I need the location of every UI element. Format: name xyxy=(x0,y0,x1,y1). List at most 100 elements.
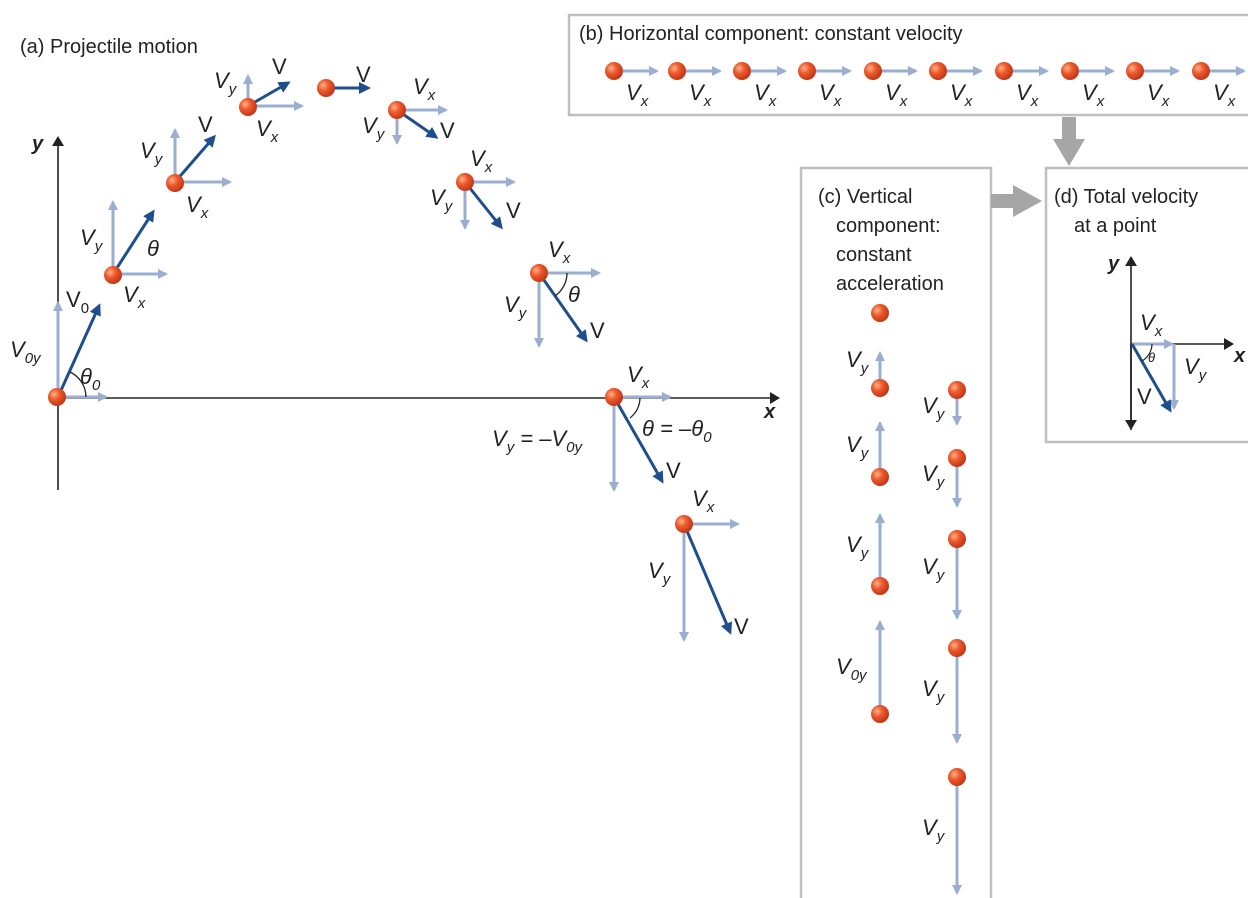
vx-label: Vx xyxy=(626,80,649,110)
y-axis-label: y xyxy=(1107,253,1120,275)
ball xyxy=(929,62,947,80)
falling-item-2: Vy xyxy=(922,449,966,508)
ball xyxy=(668,62,686,80)
trajectory-point-1: Vy Vx θ xyxy=(80,200,168,312)
vy-label: Vy xyxy=(504,292,528,322)
theta0-arc xyxy=(69,371,87,398)
ball xyxy=(948,530,966,548)
vx-label: Vx xyxy=(692,486,715,516)
panel-d-title-line-1: (d) Total velocity xyxy=(1054,186,1198,208)
ball xyxy=(733,62,751,80)
theta-arc xyxy=(1141,343,1153,362)
launch-point: V0 V0y θ0 xyxy=(10,287,108,406)
vx-label: Vx xyxy=(627,362,650,392)
vx-label: Vx xyxy=(1147,80,1170,110)
horizontal-item-2: Vx xyxy=(668,62,722,110)
panel-a-title: (a) Projectile motion xyxy=(20,36,198,58)
panel-c-vertical-component: (c) Vertical component: constant acceler… xyxy=(799,166,993,898)
ball xyxy=(48,388,66,406)
connector-b-to-d xyxy=(1053,117,1085,166)
v0y-label: V0y xyxy=(10,337,42,367)
trajectory-point-landing: Vx Vy = –V0y θ = –θ0 V xyxy=(492,362,712,492)
ball xyxy=(530,264,548,282)
falling-item-4: Vy xyxy=(922,639,966,744)
vx-label: Vx xyxy=(548,237,571,267)
ball xyxy=(871,577,889,595)
ball xyxy=(871,705,889,723)
rising-item-launch: V0y xyxy=(836,620,889,723)
vx-label: Vx xyxy=(950,80,973,110)
v-arrow xyxy=(1130,343,1172,413)
v-label: V xyxy=(1137,384,1152,409)
panel-d-total-velocity: (d) Total velocity at a point y x Vx Vy … xyxy=(1044,166,1248,444)
ball xyxy=(1061,62,1079,80)
trajectory-point-5: Vx Vy V xyxy=(362,74,455,145)
v-label: V xyxy=(198,112,213,137)
vx-label: Vx xyxy=(413,74,436,104)
horizontal-item-1: Vx xyxy=(605,62,659,110)
theta-arc xyxy=(554,272,568,297)
vy-label: Vy xyxy=(922,393,946,423)
vy-label: Vy xyxy=(214,68,238,98)
v-arrow xyxy=(612,396,664,484)
ball xyxy=(948,768,966,786)
theta-arc xyxy=(629,397,641,419)
panel-d-box xyxy=(1044,166,1248,444)
rising-item-2: Vy xyxy=(846,421,889,486)
horizontal-item-6: Vx xyxy=(929,62,983,110)
panel-c-title-line-4: acceleration xyxy=(836,273,944,295)
ball xyxy=(948,639,966,657)
vy-label: Vy xyxy=(648,558,672,588)
v-label: V xyxy=(734,614,749,639)
trajectory-point-2: Vy Vx V xyxy=(140,112,232,222)
vx-label: Vx xyxy=(186,192,209,222)
rising-item-3: Vy xyxy=(846,513,889,595)
v-arrow xyxy=(111,209,155,275)
ball xyxy=(948,381,966,399)
vy-label: Vy xyxy=(922,815,946,845)
panel-b-horizontal-component: (b) Horizontal component: constant veloc… xyxy=(567,13,1248,117)
ball xyxy=(864,62,882,80)
panel-a-projectile-motion: (a) Projectile motion y x V0 V0y θ0 Vy V… xyxy=(10,36,780,642)
panel-c-title-line-3: constant xyxy=(836,244,912,266)
vy-label: Vy xyxy=(846,532,870,562)
horizontal-item-5: Vx xyxy=(864,62,918,110)
falling-item-1: Vy xyxy=(922,381,966,426)
ball xyxy=(871,379,889,397)
vx-label: Vx xyxy=(819,80,842,110)
horizontal-item-7: Vx xyxy=(995,62,1049,110)
rising-apex xyxy=(871,304,889,322)
vy-label: Vy xyxy=(922,461,946,491)
falling-item-3: Vy xyxy=(922,530,966,620)
ball xyxy=(239,98,257,116)
ball xyxy=(675,515,693,533)
theta-label: θ xyxy=(1148,350,1155,365)
ball xyxy=(317,79,335,97)
falling-item-5: Vy xyxy=(922,768,966,895)
rising-item-1: Vy xyxy=(846,347,889,397)
ball xyxy=(456,173,474,191)
ball xyxy=(1192,62,1210,80)
ball xyxy=(388,101,406,119)
trajectory-point-7: Vx Vy θ V xyxy=(504,237,605,348)
ball xyxy=(948,449,966,467)
panel-c-title-line-1: (c) Vertical xyxy=(818,186,912,208)
vy-label: Vy xyxy=(140,138,164,168)
v-label: V xyxy=(590,318,605,343)
vx-label: Vx xyxy=(1082,80,1105,110)
v-arrow xyxy=(537,272,588,343)
x-axis-label: x xyxy=(1233,345,1246,367)
connector-shaft xyxy=(1062,117,1076,141)
v0-label: V0 xyxy=(66,287,89,317)
vy-label: Vy xyxy=(922,554,946,584)
ball xyxy=(605,62,623,80)
horizontal-item-9: Vx xyxy=(1126,62,1180,110)
vx-label: Vx xyxy=(256,116,279,146)
x-axis-label: x xyxy=(763,401,776,423)
panel-d-title-line-2: at a point xyxy=(1074,215,1157,237)
v-label: V xyxy=(666,458,681,483)
trajectory-point-3: Vy Vx V xyxy=(214,54,304,146)
vy-equation: Vy = –V0y xyxy=(492,426,584,456)
vy-label: Vy xyxy=(1184,354,1208,384)
